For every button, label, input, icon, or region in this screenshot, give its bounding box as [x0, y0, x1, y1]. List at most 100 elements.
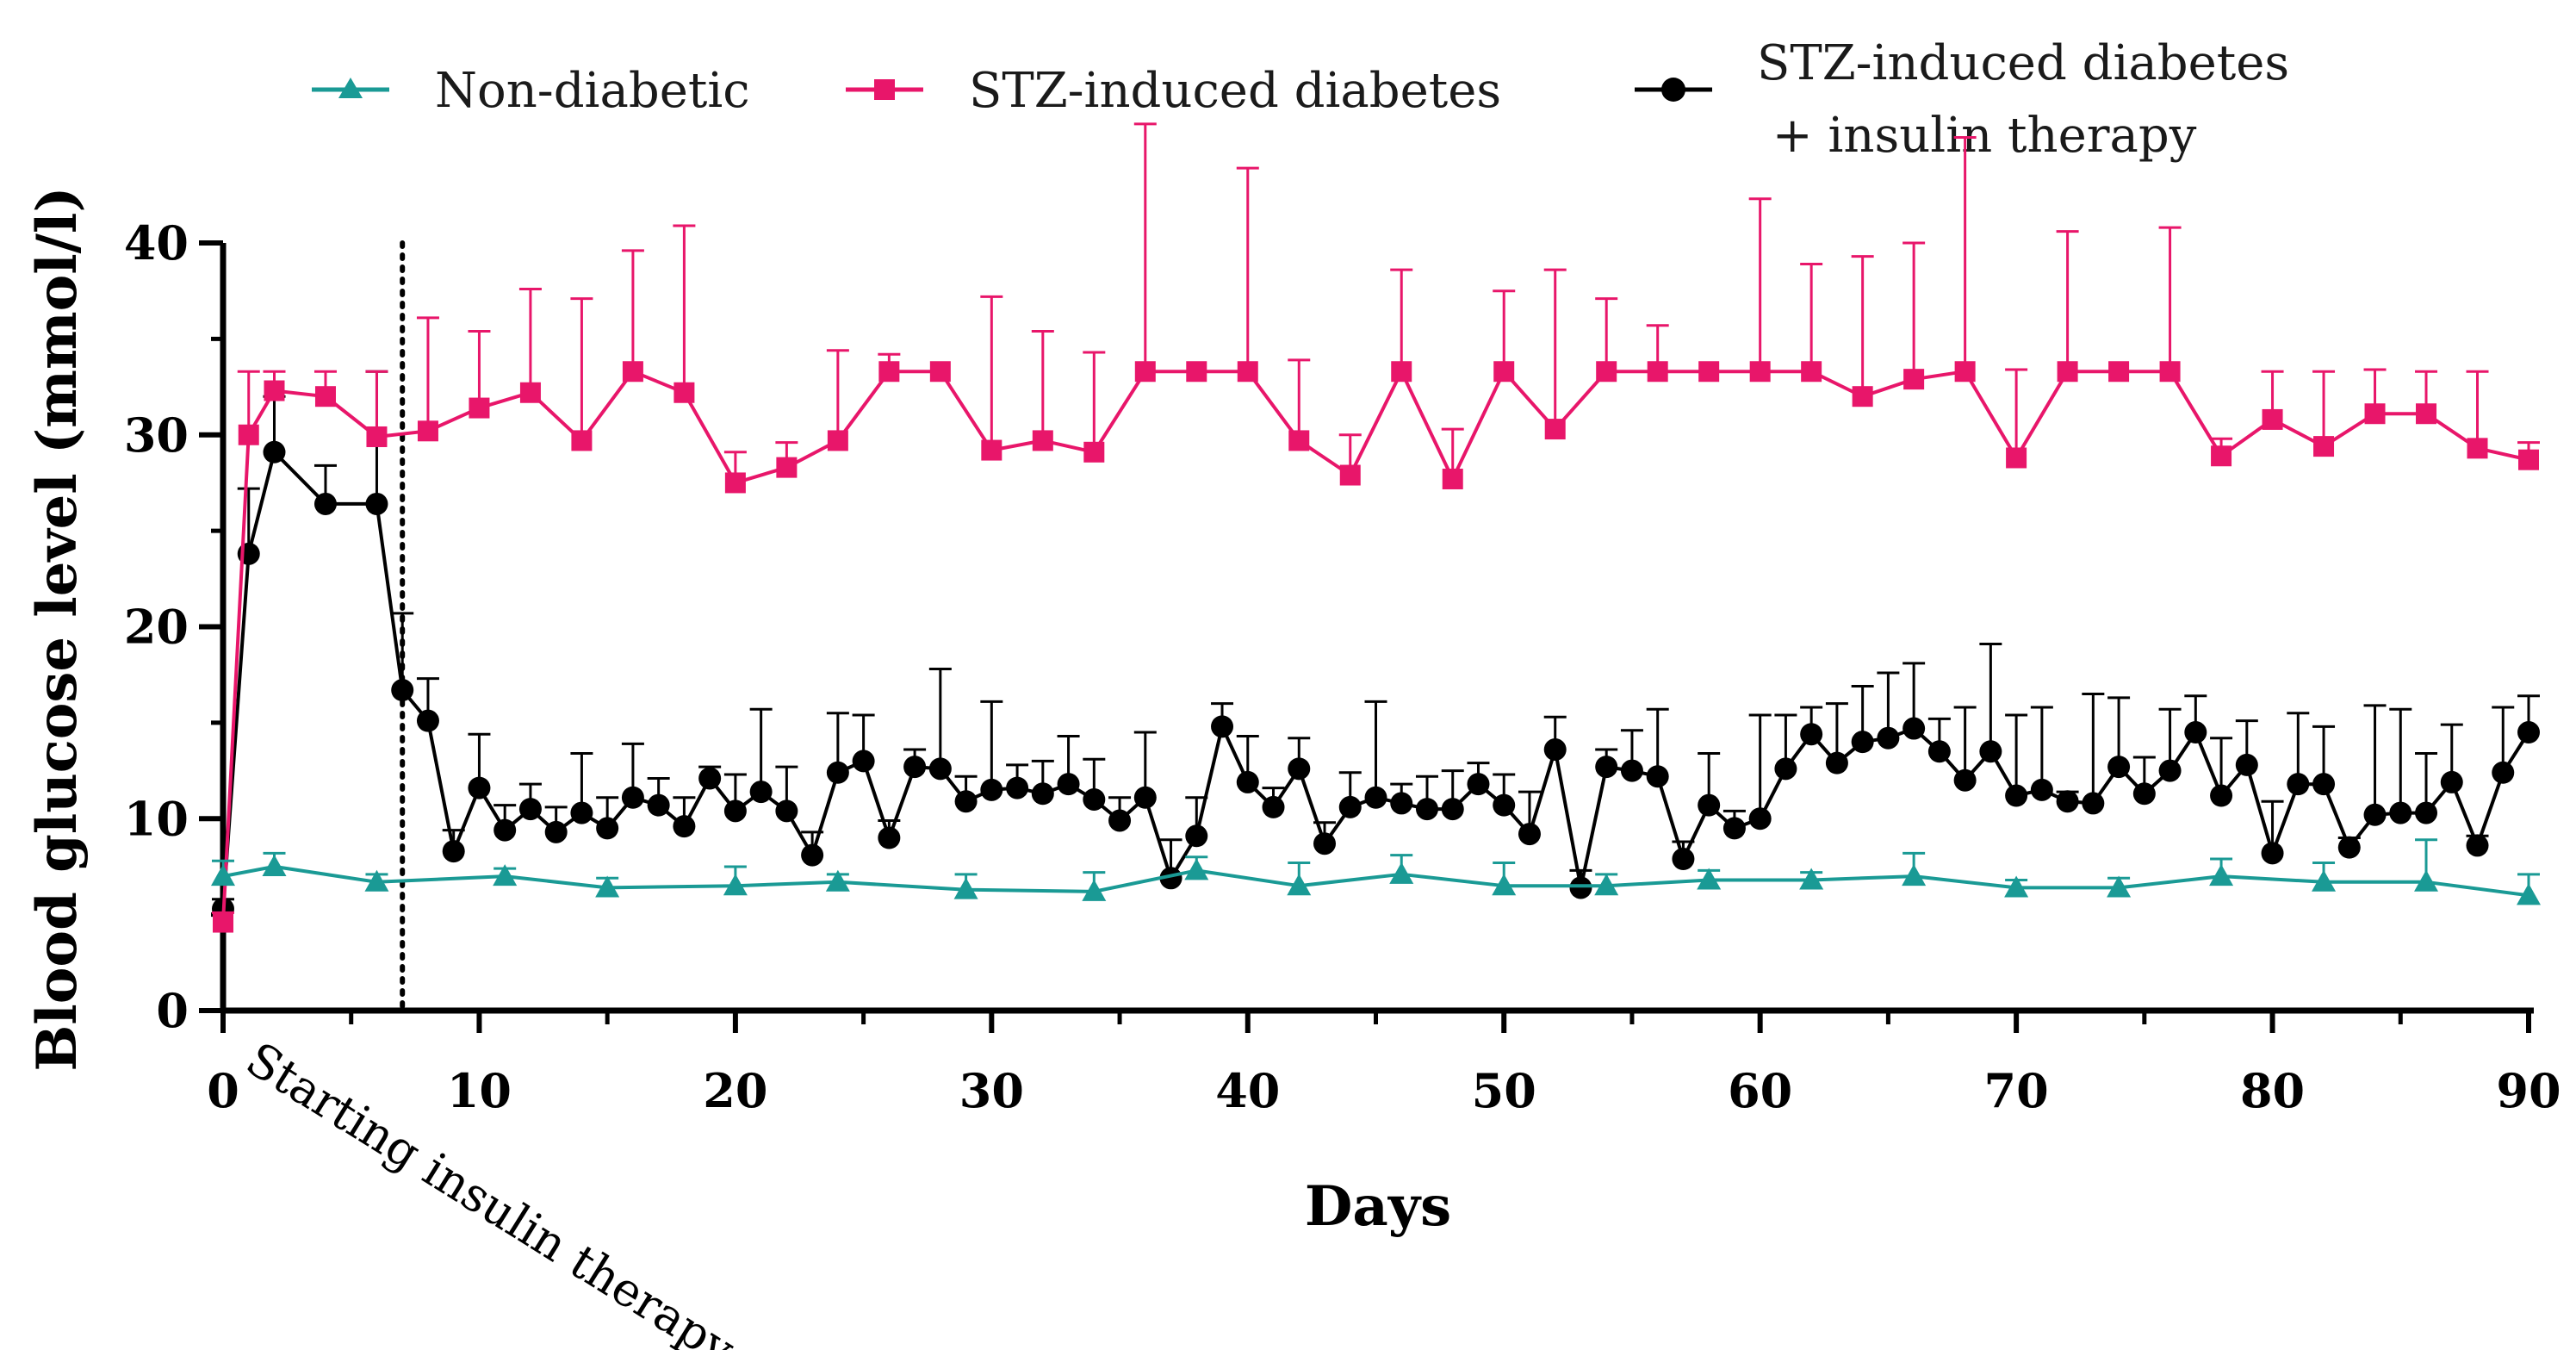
data-point	[1518, 823, 1541, 846]
x-axis-title: Days	[1305, 1174, 1451, 1239]
data-point	[1031, 782, 1054, 806]
x-tick-label: 90	[2496, 1063, 2560, 1118]
data-point	[1620, 759, 1643, 782]
data-point	[595, 875, 620, 898]
data-point	[1390, 792, 1413, 815]
data-point	[1774, 757, 1797, 781]
data-point	[2030, 778, 2053, 801]
data-point	[647, 793, 670, 817]
legend-marker-triangle	[338, 78, 363, 98]
data-point	[493, 864, 518, 887]
data-point	[2492, 761, 2515, 784]
data-point	[1159, 867, 1182, 890]
data-point	[1954, 361, 1976, 383]
data-point	[468, 776, 491, 799]
data-point	[1569, 876, 1592, 899]
data-point	[2337, 836, 2361, 859]
data-point	[1287, 874, 1312, 896]
data-point	[1698, 793, 1721, 817]
data-point	[1082, 879, 1107, 901]
data-point	[519, 382, 541, 403]
y-tick-label: 40	[124, 215, 189, 271]
data-point	[2415, 801, 2438, 824]
series-line	[221, 370, 2529, 923]
data-point	[596, 817, 619, 840]
data-point	[878, 361, 900, 383]
x-tick-label: 80	[2240, 1063, 2305, 1118]
data-point	[749, 781, 773, 804]
data-point	[1927, 740, 1951, 763]
data-point	[1903, 369, 1925, 390]
data-point	[2108, 361, 2130, 383]
legend-item-non-diabetic: Non-diabetic	[312, 63, 750, 119]
data-point	[1723, 817, 1746, 840]
data-point	[1339, 464, 1361, 486]
data-point	[673, 382, 695, 403]
data-point	[1288, 430, 1310, 451]
data-point	[571, 430, 593, 451]
data-point	[1493, 361, 1515, 383]
data-point	[1032, 430, 1053, 451]
data-point	[2056, 790, 2079, 813]
data-point	[724, 472, 746, 494]
data-point	[238, 424, 259, 445]
data-point	[211, 864, 235, 887]
data-point	[263, 440, 286, 463]
data-point	[493, 818, 517, 842]
data-point	[2416, 403, 2437, 425]
data-point	[1364, 786, 1387, 809]
x-tick-label: 20	[703, 1063, 767, 1118]
data-point	[2313, 436, 2335, 457]
legend: Non-diabetic STZ-induced diabetes STZ-in…	[312, 35, 2289, 164]
data-point	[2211, 445, 2232, 467]
data-point	[2287, 773, 2310, 796]
y-ticks: 0 10 20 30 40	[124, 215, 223, 1038]
data-point	[2466, 834, 2489, 857]
data-point	[1595, 756, 1618, 779]
data-point	[1596, 361, 1617, 383]
data-point	[2262, 408, 2283, 430]
data-point	[1083, 441, 1105, 463]
data-point	[2006, 447, 2027, 469]
data-point	[1902, 864, 1927, 887]
data-point	[1800, 723, 1823, 746]
data-point	[2517, 883, 2541, 905]
data-point	[980, 778, 1003, 801]
data-point	[825, 869, 850, 892]
data-point	[1236, 770, 1259, 793]
data-point	[2107, 756, 2131, 779]
data-point	[2467, 438, 2488, 459]
legend-label-line: STZ-induced diabetes	[1757, 35, 2289, 91]
data-point	[1979, 740, 2002, 763]
series-line	[222, 864, 2529, 898]
data-point	[2364, 403, 2386, 425]
data-point	[1467, 773, 1490, 796]
data-point	[878, 826, 901, 849]
data-point	[364, 869, 389, 892]
x-tick-label: 10	[447, 1063, 512, 1118]
data-point	[1186, 361, 1207, 383]
data-point	[2159, 361, 2181, 383]
series-1	[212, 122, 2540, 933]
data-point	[723, 799, 747, 823]
series-2	[212, 370, 2540, 920]
data-point	[1415, 798, 1438, 821]
x-tick-label: 70	[1984, 1063, 2049, 1118]
data-point	[416, 709, 439, 732]
data-point	[622, 361, 643, 383]
data-point	[2082, 792, 2105, 815]
data-point	[1389, 862, 1414, 884]
legend-marker-circle	[1661, 78, 1685, 102]
data-point	[1852, 386, 1873, 407]
series-layer	[211, 122, 2541, 933]
data-point	[1493, 793, 1516, 817]
data-point	[366, 426, 388, 447]
data-point	[2414, 869, 2439, 892]
data-point	[1006, 776, 1029, 799]
x-ticks: 0 10 20 30 40 50 60 70 80 90	[207, 1011, 2561, 1118]
data-point	[2235, 753, 2258, 776]
x-tick-label: 50	[1472, 1063, 1536, 1118]
data-point	[2363, 803, 2387, 826]
data-point	[213, 911, 233, 933]
x-tick-label: 60	[1728, 1063, 1792, 1118]
